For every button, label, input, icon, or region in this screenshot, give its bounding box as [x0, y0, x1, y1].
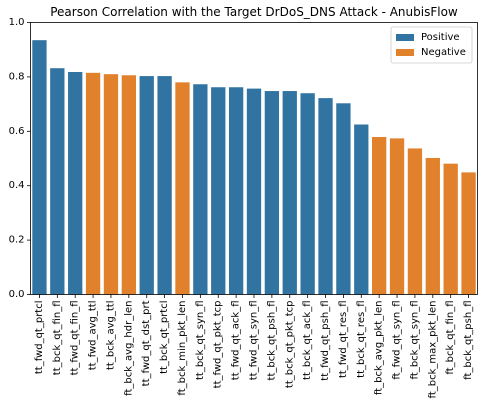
bar-ft_fwd_qt_syn_fl — [389, 138, 405, 295]
x-tick-label: tt_fwd_qt_prtcl — [34, 301, 45, 375]
bar-ft_bck_max_pkt_len — [425, 157, 440, 295]
bar-tt_bck_qt_syn_fl — [193, 84, 208, 295]
x-tick-label: tt_fwd_avg_ttl — [88, 301, 99, 371]
x-tick-label: tt_bck_qt_pkt_tcp — [284, 301, 295, 389]
bar-tt_fwd_qt_dst_prt — [139, 76, 154, 295]
bar-tt_fwd_qt_syn_fl — [246, 88, 262, 295]
y-tick-label: 1.0 — [9, 17, 25, 28]
bar-tt_fwd_qt_psh_fl — [318, 98, 333, 295]
bar-ft_bck_min_pkt_len — [175, 82, 190, 295]
bar-tt_bck_qt_psh_fl — [264, 91, 280, 295]
bar-tt_fwd_qt_fin_fl — [68, 72, 83, 295]
x-tick-label: tt_bck_qt_psh_fl — [266, 301, 277, 381]
bar-ft_bck_qt_fin_fl — [443, 163, 458, 295]
x-tick-label: tt_fwd_qt_res_fl — [338, 301, 349, 379]
bar-ft_bck_avg_hdr_len — [121, 75, 136, 295]
x-tick-label: tt_bck_qt_syn_fl — [195, 301, 206, 381]
y-tick-label: 0.8 — [9, 71, 25, 82]
x-tick-label: tt_bck_qt_prtcl — [159, 301, 170, 374]
bar-ft_bck_qt_syn_fl — [407, 148, 423, 295]
bar-tt_fwd_qt_prtcl — [32, 40, 47, 295]
x-axis: tt_fwd_qt_prtcl tt_bck_qt_fin_fl tt_fwd_qt… — [34, 294, 474, 399]
x-tick-label: ft_bck_qt_syn_fl — [409, 301, 420, 380]
x-tick-label: ft_bck_avg_hdr_len — [123, 301, 134, 396]
chart-title: Pearson Correlation with the Target DrDo… — [50, 5, 458, 19]
legend-label-positive: Positive — [421, 32, 460, 43]
x-tick-label: ft_bck_max_pkt_len — [427, 301, 438, 399]
x-tick-label: ft_fwd_qt_syn_fl — [392, 301, 403, 380]
bar-tt_fwd_avg_ttl — [85, 72, 101, 295]
bar-tt_bck_qt_prtcl — [157, 76, 172, 295]
x-tick-label: ft_bck_qt_psh_fl — [463, 301, 474, 380]
legend: Positive Negative — [390, 26, 473, 64]
x-tick-label: tt_fwd_qt_fin_fl — [70, 301, 81, 376]
x-tick-label: tt_fwd_qt_psh_fl — [320, 301, 331, 381]
y-tick-label: 0.4 — [9, 180, 25, 191]
y-tick-label: 0.0 — [9, 289, 25, 300]
x-tick-label: tt_fwd_qt_ack_fl — [231, 301, 242, 381]
bars-group — [32, 40, 476, 295]
x-tick-label: tt_fwd_qt_syn_fl — [249, 301, 260, 381]
legend-label-negative: Negative — [421, 47, 466, 58]
y-tick-label: 0.2 — [9, 235, 25, 246]
y-tick-label: 0.6 — [9, 126, 25, 137]
x-tick-label: tt_fwd_qt_pkt_tcp — [213, 301, 224, 389]
legend-swatch-positive — [396, 34, 414, 41]
bar-tt_bck_qt_res_fl — [354, 124, 369, 295]
bar-tt_fwd_qt_res_fl — [336, 103, 351, 295]
bar-tt_bck_qt_pkt_tcp — [282, 91, 297, 295]
x-tick-label: tt_fwd_qt_dst_prt — [141, 300, 152, 386]
x-tick-label: tt_bck_avg_ttl — [105, 301, 116, 371]
bar-tt_fwd_qt_pkt_tcp — [211, 87, 226, 295]
bar-tt_bck_avg_ttl — [103, 74, 119, 295]
x-tick-label: tt_bck_qt_fin_fl — [52, 301, 63, 376]
bar-tt_bck_qt_fin_fl — [50, 68, 65, 295]
legend-swatch-negative — [396, 49, 414, 56]
bar-ft_bck_avg_pkt_len — [372, 137, 387, 295]
plot-frame — [30, 22, 478, 295]
bar-tt_fwd_qt_ack_fl — [228, 87, 244, 295]
x-tick-label: ft_bck_avg_pkt_len — [374, 301, 385, 396]
x-tick-label: ft_bck_min_pkt_len — [177, 301, 188, 396]
x-tick-label: tt_bck_qt_ack_fl — [302, 301, 313, 380]
y-axis: 0.0 0.2 0.4 0.6 0.8 1.0 — [9, 17, 31, 300]
bar-ft_bck_qt_psh_fl — [461, 172, 476, 295]
bar-tt_bck_qt_ack_fl — [300, 93, 315, 295]
x-tick-label: ft_bck_qt_fin_fl — [445, 301, 456, 375]
x-tick-label: tt_bck_qt_res_fl — [356, 301, 367, 378]
